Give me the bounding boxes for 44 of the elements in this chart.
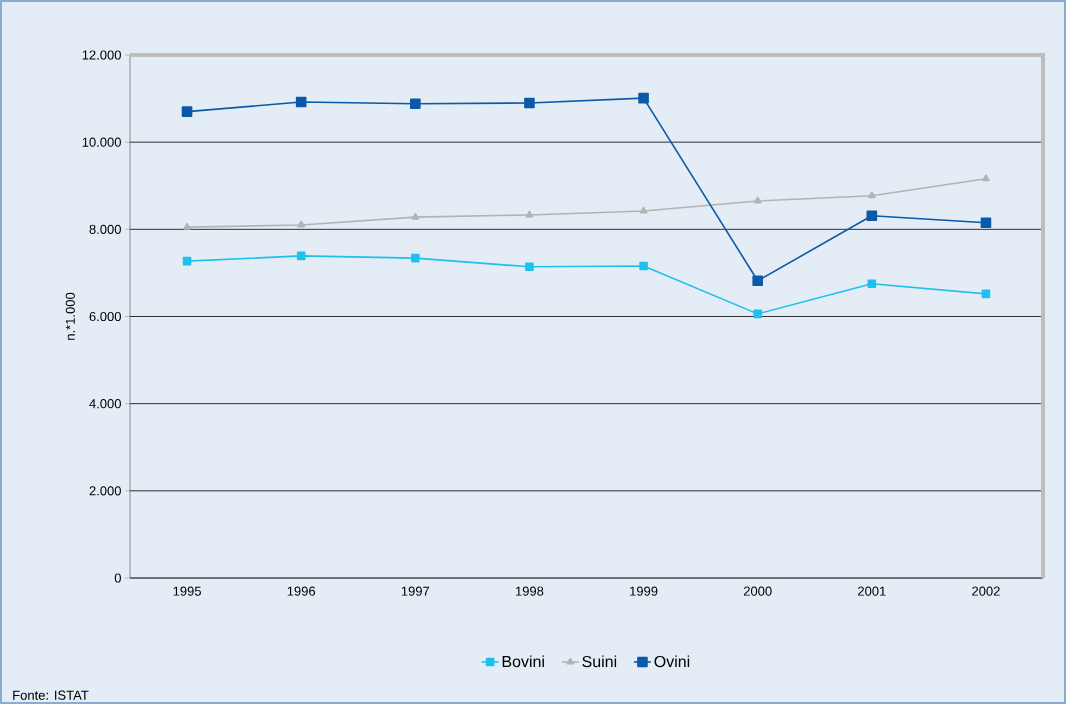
y-axis-title: n.*1.000 — [65, 292, 75, 340]
legend-label: Ovini — [654, 655, 690, 668]
point — [525, 210, 534, 218]
point — [867, 279, 877, 289]
legend-label: Bovini — [502, 655, 544, 668]
point — [982, 174, 990, 182]
point — [753, 196, 762, 204]
x-tick-label: 1996 — [287, 586, 316, 596]
y-tick-label: 6.000 — [89, 311, 121, 322]
point — [980, 217, 992, 229]
x-tick-label: 2001 — [858, 586, 886, 596]
y-tick-label: 12.000 — [82, 50, 121, 60]
x-tick-label: 2000 — [743, 586, 772, 596]
point — [181, 106, 193, 117]
y-tick-label: 4.000 — [89, 399, 121, 409]
x-tick-label: 1997 — [401, 586, 430, 596]
point — [183, 222, 191, 230]
point — [752, 275, 763, 287]
x-tick-label: 1999 — [630, 586, 658, 596]
point — [297, 220, 306, 228]
point — [981, 289, 991, 299]
point — [411, 212, 420, 220]
x-tick-label: 2002 — [972, 586, 1000, 596]
point — [524, 97, 535, 109]
y-tick-label: 0 — [114, 573, 121, 583]
point — [410, 98, 421, 110]
point — [867, 191, 876, 199]
point — [639, 206, 648, 214]
y-tick-label: 8.000 — [89, 224, 121, 234]
point — [182, 256, 192, 266]
x-tick-label: 1995 — [173, 586, 201, 596]
point — [411, 253, 420, 263]
point — [639, 261, 648, 271]
legend-label: Suini — [582, 655, 617, 668]
point — [866, 210, 878, 222]
point — [296, 251, 306, 261]
point — [525, 262, 534, 272]
source-note: Fonte: ISTAT — [13, 690, 89, 700]
y-tick-label: 10.000 — [82, 137, 121, 147]
point — [638, 92, 649, 104]
y-tick-label: 2.000 — [89, 486, 121, 496]
point — [295, 96, 307, 108]
point — [753, 309, 762, 319]
x-tick-label: 1998 — [515, 586, 544, 596]
